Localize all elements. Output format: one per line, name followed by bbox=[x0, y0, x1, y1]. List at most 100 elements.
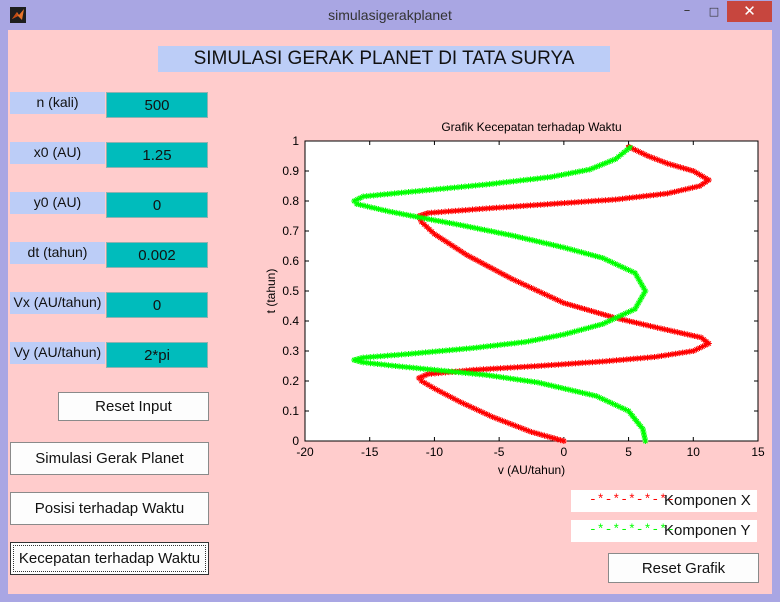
data-point-marker bbox=[524, 378, 531, 384]
data-point-marker bbox=[654, 324, 661, 331]
data-point-marker bbox=[615, 403, 622, 410]
data-point-marker bbox=[522, 339, 529, 345]
data-point-marker bbox=[406, 364, 413, 371]
data-point-marker bbox=[633, 273, 640, 279]
param-input-x0[interactable] bbox=[106, 142, 208, 168]
maximize-button[interactable]: □ bbox=[708, 5, 720, 18]
data-point-marker bbox=[486, 205, 493, 212]
data-point-marker bbox=[367, 354, 374, 361]
data-point-marker bbox=[609, 259, 616, 266]
data-point-marker bbox=[371, 360, 378, 367]
data-point-marker bbox=[609, 400, 616, 407]
data-point-marker bbox=[517, 177, 524, 184]
data-point-marker bbox=[537, 201, 544, 208]
data-point-marker bbox=[378, 206, 385, 213]
data-point-marker bbox=[360, 202, 367, 209]
data-point-marker bbox=[480, 343, 487, 350]
data-point-marker bbox=[403, 364, 410, 371]
data-point-marker bbox=[536, 238, 543, 245]
data-point-marker bbox=[418, 219, 425, 225]
data-point-marker bbox=[615, 262, 622, 269]
figure-window: SIMULASI GERAK PLANET DI TATA SURYA n (k… bbox=[8, 30, 772, 594]
data-point-marker bbox=[507, 375, 514, 382]
data-point-marker bbox=[554, 436, 561, 443]
data-point-marker bbox=[481, 261, 488, 268]
param-input-dt[interactable] bbox=[106, 242, 208, 268]
data-point-marker bbox=[654, 191, 661, 198]
param-label-vy: Vy (AU/tahun) bbox=[10, 342, 105, 364]
data-point-marker bbox=[483, 205, 490, 212]
param-input-y0[interactable] bbox=[106, 192, 208, 218]
data-point-marker bbox=[578, 326, 585, 333]
data-point-marker bbox=[479, 409, 486, 416]
data-point-marker bbox=[665, 351, 672, 358]
data-point-marker bbox=[495, 229, 502, 236]
simulate-button[interactable]: Simulasi Gerak Planet bbox=[10, 442, 209, 475]
data-point-marker bbox=[609, 316, 616, 323]
param-input-vy[interactable] bbox=[106, 342, 208, 368]
data-point-marker bbox=[447, 393, 454, 400]
data-point-marker bbox=[599, 161, 606, 168]
data-point-marker bbox=[541, 174, 548, 181]
data-point-marker bbox=[509, 276, 516, 282]
data-point-marker bbox=[567, 329, 574, 336]
x-tick-label: 5 bbox=[625, 445, 632, 459]
data-point-marker bbox=[622, 406, 629, 413]
data-point-marker bbox=[396, 363, 403, 370]
data-point-marker bbox=[534, 201, 541, 208]
data-point-marker bbox=[450, 395, 457, 402]
data-point-marker bbox=[363, 359, 370, 366]
data-point-marker bbox=[546, 334, 553, 341]
data-point-marker bbox=[528, 285, 535, 291]
data-point-marker bbox=[689, 184, 696, 191]
data-point-marker bbox=[420, 365, 427, 372]
reset-chart-button[interactable]: Reset Grafik bbox=[608, 553, 759, 583]
data-point-marker bbox=[384, 191, 391, 198]
data-point-marker bbox=[683, 166, 690, 173]
data-point-marker bbox=[512, 277, 519, 284]
data-point-marker bbox=[676, 350, 683, 357]
data-point-marker bbox=[454, 246, 461, 253]
reset-input-button[interactable]: Reset Input bbox=[58, 392, 209, 421]
close-button[interactable]: ✕ bbox=[727, 1, 772, 22]
data-point-marker bbox=[540, 239, 547, 246]
legend-marker-y: -*-*-*-*-*- bbox=[589, 522, 675, 537]
data-point-marker bbox=[599, 197, 606, 204]
data-point-marker bbox=[605, 196, 612, 203]
data-point-marker bbox=[544, 201, 551, 208]
data-point-marker bbox=[530, 175, 537, 182]
data-point-marker bbox=[507, 364, 514, 371]
data-point-marker bbox=[499, 417, 506, 424]
position-vs-time-button[interactable]: Posisi terhadap Waktu bbox=[10, 492, 209, 525]
param-input-vx[interactable] bbox=[106, 292, 208, 318]
param-input-n[interactable] bbox=[106, 92, 208, 118]
data-point-marker bbox=[592, 253, 599, 260]
data-point-marker bbox=[438, 369, 445, 376]
data-point-marker bbox=[457, 248, 464, 255]
data-point-marker bbox=[650, 192, 657, 199]
data-point-marker bbox=[547, 174, 554, 180]
data-point-marker bbox=[635, 148, 642, 155]
data-point-marker bbox=[360, 359, 367, 366]
data-point-marker bbox=[629, 145, 636, 152]
data-point-marker bbox=[538, 380, 545, 387]
legend-label-x: Komponen X bbox=[664, 492, 751, 509]
x-tick-label: 0 bbox=[561, 445, 568, 459]
data-point-marker bbox=[558, 200, 565, 207]
data-point-marker bbox=[464, 223, 471, 230]
data-point-marker bbox=[588, 198, 595, 205]
velocity-vs-time-button[interactable]: Kecepatan terhadap Waktu bbox=[10, 542, 209, 575]
data-point-marker bbox=[635, 276, 642, 282]
data-point-marker bbox=[432, 217, 439, 224]
data-point-marker bbox=[446, 240, 453, 247]
data-point-marker bbox=[448, 368, 455, 375]
data-point-marker bbox=[423, 187, 430, 194]
data-point-marker bbox=[522, 426, 529, 433]
data-point-marker bbox=[602, 256, 609, 263]
data-point-marker bbox=[681, 330, 688, 337]
minimize-button[interactable]: – bbox=[683, 3, 691, 18]
data-point-marker bbox=[497, 341, 504, 348]
data-point-marker bbox=[602, 319, 609, 326]
data-point-marker bbox=[557, 437, 564, 444]
data-point-marker bbox=[545, 381, 552, 388]
